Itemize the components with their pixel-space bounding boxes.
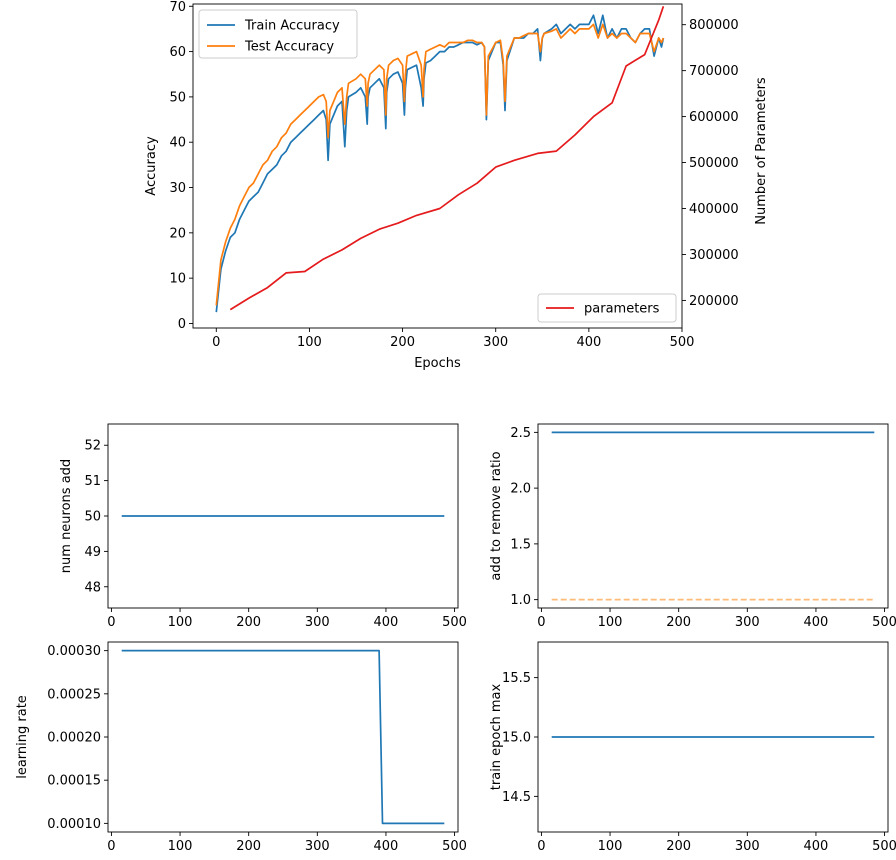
x-tick-label: 200 — [666, 839, 691, 854]
x-tick-label: 100 — [168, 839, 193, 854]
y2-tick-label: 700000 — [689, 64, 739, 79]
y-tick-label: 0.00020 — [47, 731, 101, 746]
y-tick-label: 0.00015 — [47, 774, 101, 789]
x-tick-label: 400 — [576, 335, 601, 350]
y2-tick-label: 400000 — [689, 202, 739, 217]
x-tick-label: 200 — [236, 615, 261, 630]
x-tick-label: 500 — [872, 839, 896, 854]
accuracy-parameters-chart: 0 100 200 300 400 500 0 10 20 30 40 50 60 70 200000 300… — [144, 0, 769, 371]
num-neurons-add-chart: 0 100 200 300 400 500 48 49 50 51 52 num neurons ad… — [59, 423, 467, 630]
y-tick-label: 50 — [169, 90, 186, 105]
y2-tick-label: 600000 — [689, 110, 739, 125]
test-accuracy-line — [215, 23, 665, 306]
x-tick-label: 300 — [483, 335, 508, 350]
add-to-remove-ratio-chart: 0 100 200 300 400 500 1.0 1.5 2.0 2.5 add to remov… — [489, 423, 896, 630]
y2-tick-label: 200000 — [689, 294, 739, 309]
x-tick-label: 0 — [107, 839, 115, 854]
x-tick-label: 0 — [537, 839, 545, 854]
y-tick-label: 1.5 — [510, 537, 531, 552]
y-tick-label: 2.0 — [510, 482, 531, 497]
x-tick-label: 0 — [212, 335, 220, 350]
x-tick-label: 500 — [670, 335, 695, 350]
x-axis-label: Epochs — [414, 356, 461, 371]
y-tick-label: 49 — [84, 545, 101, 560]
x-tick-label: 500 — [872, 615, 896, 630]
y-axis-label: Accuracy — [144, 136, 159, 196]
legend-label: Train Accuracy — [244, 19, 340, 34]
x-tick-label: 400 — [374, 839, 399, 854]
y-tick-label: 60 — [169, 45, 186, 60]
train-accuracy-line — [215, 14, 665, 313]
y-tick-label: 70 — [169, 0, 186, 15]
plot-frame — [107, 423, 459, 609]
x-tick-label: 300 — [305, 615, 330, 630]
y-axis-label: num neurons add — [59, 459, 74, 573]
x-tick-label: 300 — [735, 839, 760, 854]
plot-frame — [107, 641, 459, 833]
series-line — [121, 649, 445, 825]
x-tick-label: 400 — [804, 615, 829, 630]
legend-label: Test Accuracy — [244, 40, 334, 55]
x-tick-label: 0 — [107, 615, 115, 630]
y-tick-label: 48 — [84, 580, 101, 595]
y-tick-label: 14.5 — [502, 790, 531, 805]
y-axis-label: learning rate — [15, 695, 30, 779]
y-tick-label: 10 — [169, 272, 186, 287]
parameters-line — [229, 6, 665, 311]
y-tick-label: 15.5 — [502, 671, 531, 686]
y-tick-label: 15.0 — [502, 731, 531, 746]
x-tick-label: 500 — [442, 839, 467, 854]
y-tick-label: 0.00030 — [47, 644, 101, 659]
x-tick-label: 200 — [236, 839, 261, 854]
y2-tick-label: 300000 — [689, 248, 739, 263]
x-tick-label: 100 — [598, 615, 623, 630]
y-tick-label: 20 — [169, 226, 186, 241]
legend-box — [198, 9, 358, 59]
y-axis-label: train epoch max — [489, 683, 504, 790]
y-tick-label: 51 — [84, 474, 101, 489]
plot-frame — [537, 641, 889, 833]
x-tick-label: 200 — [666, 615, 691, 630]
x-tick-label: 300 — [305, 839, 330, 854]
y2-tick-label: 800000 — [689, 18, 739, 33]
plot-frame — [537, 423, 889, 609]
x-tick-label: 300 — [735, 615, 760, 630]
x-tick-label: 100 — [598, 839, 623, 854]
x-tick-label: 100 — [168, 615, 193, 630]
y-tick-label: 1.0 — [510, 593, 531, 608]
x-tick-label: 400 — [374, 615, 399, 630]
x-tick-label: 200 — [390, 335, 415, 350]
x-tick-label: 400 — [804, 839, 829, 854]
plot-frame — [192, 3, 683, 329]
y-tick-label: 40 — [169, 136, 186, 151]
x-tick-label: 500 — [442, 615, 467, 630]
y-tick-label: 0 — [178, 317, 186, 332]
y-tick-label: 30 — [169, 181, 186, 196]
y2-axis-label: Number of Parameters — [754, 77, 769, 225]
x-tick-label: 100 — [297, 335, 322, 350]
y-tick-label: 50 — [84, 510, 101, 525]
y-tick-label: 52 — [84, 439, 101, 454]
x-tick-label: 0 — [537, 615, 545, 630]
legend-label: parameters — [584, 302, 660, 317]
legend-box — [537, 293, 677, 323]
y-tick-label: 2.5 — [510, 426, 531, 441]
learning-rate-chart: 0 100 200 300 400 500 0.00010 0.00015 0.00020 0.0… — [15, 641, 467, 854]
y-tick-label: 0.00025 — [47, 687, 101, 702]
y-tick-label: 0.00010 — [47, 817, 101, 832]
y2-tick-label: 500000 — [689, 156, 739, 171]
y-axis-label: add to remove ratio — [489, 451, 504, 580]
